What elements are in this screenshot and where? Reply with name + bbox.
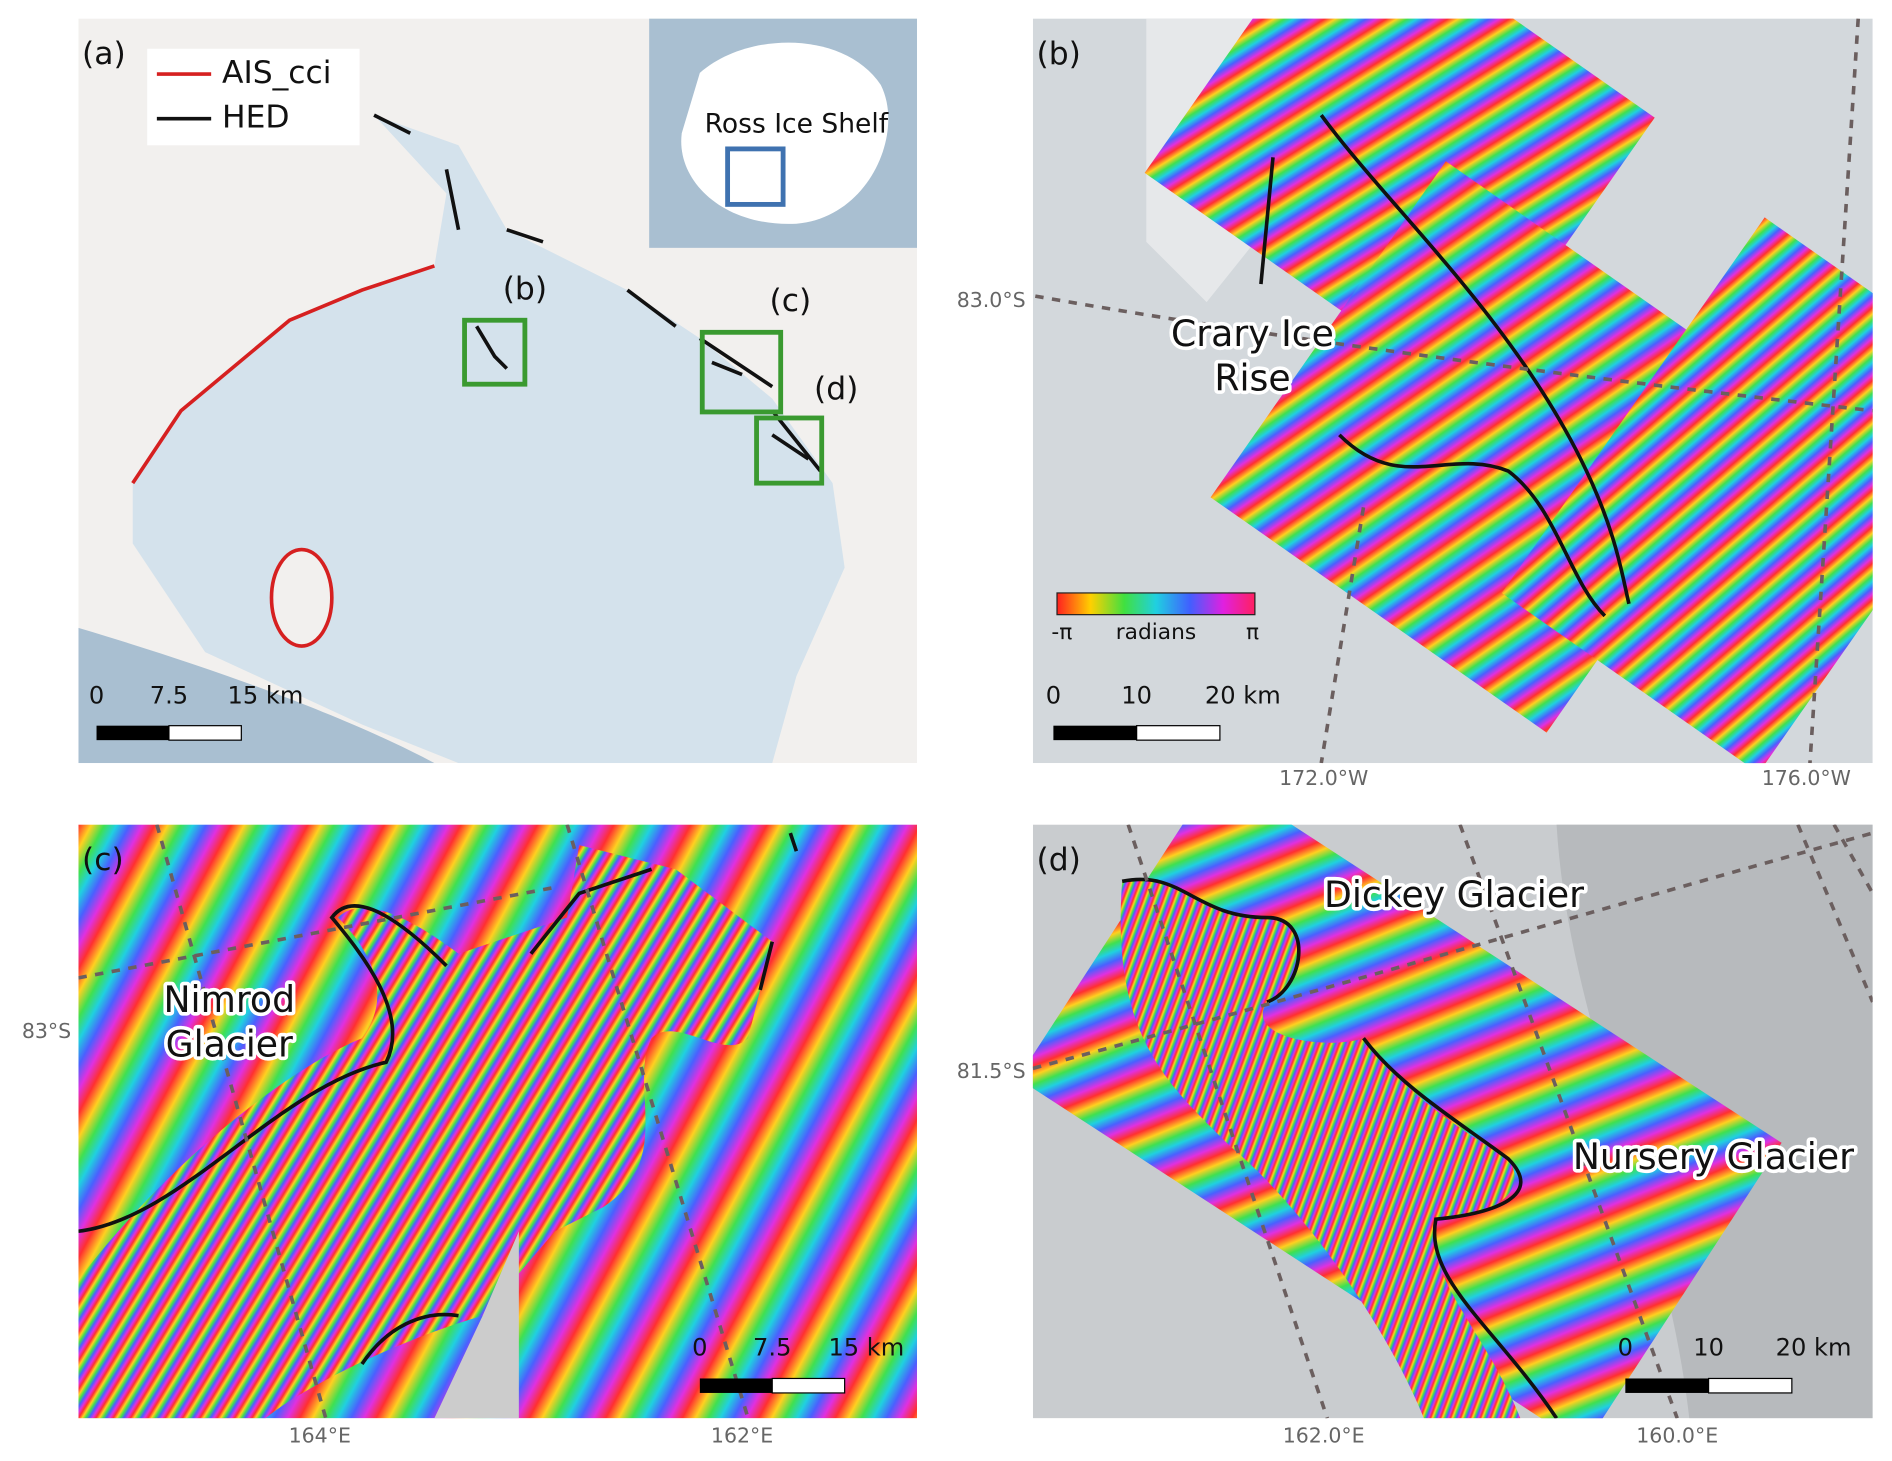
panel-c: (c) Nimrod Glacier 0 7.5 15 km bbox=[78, 824, 918, 1419]
ice-rise bbox=[269, 547, 334, 648]
grounding-line bbox=[1319, 114, 1631, 605]
colorbar-label: radians bbox=[1116, 620, 1196, 645]
scale-label: 0 bbox=[1618, 1333, 1633, 1361]
place-label: Nursery Glacier bbox=[1573, 1135, 1854, 1178]
extent-box bbox=[754, 415, 825, 486]
graticule bbox=[1808, 18, 1861, 764]
scale-bar bbox=[699, 1378, 773, 1393]
place-label: Glacier bbox=[166, 1023, 293, 1066]
scale-bar bbox=[96, 725, 169, 741]
scale-label: 20 km bbox=[1776, 1333, 1852, 1361]
ais-cci-line bbox=[131, 264, 435, 485]
scale-label: 15 km bbox=[228, 682, 304, 710]
lon-label: 162°E bbox=[711, 1423, 773, 1447]
grounding-line bbox=[1259, 157, 1275, 285]
lon-label: 162.0°E bbox=[1283, 1423, 1365, 1447]
place-label: Rise bbox=[1214, 357, 1290, 400]
background-image bbox=[434, 1231, 519, 1419]
scale-bar bbox=[1707, 1377, 1793, 1394]
place-label: Dickey Glacier bbox=[1324, 873, 1584, 916]
place-label: Crary Ice bbox=[1171, 312, 1334, 355]
scale-bar bbox=[771, 1377, 846, 1394]
grounding-line bbox=[360, 1312, 459, 1365]
legend-label: AIS_cci bbox=[222, 55, 331, 91]
interferogram-fine bbox=[78, 845, 773, 1419]
legend bbox=[147, 48, 360, 146]
panel-label: (c) bbox=[82, 842, 124, 878]
antarctica bbox=[681, 42, 889, 224]
panel-label: (b) bbox=[1036, 36, 1080, 72]
graticule bbox=[1034, 294, 1873, 413]
scale-label: 0 bbox=[1046, 682, 1061, 710]
lat-label: 81.5°S bbox=[957, 1059, 1026, 1083]
hed-line bbox=[373, 113, 822, 473]
scale-label: 0 bbox=[692, 1333, 707, 1361]
colorbar bbox=[1056, 592, 1256, 616]
grounding-line bbox=[529, 832, 799, 991]
box-label: (d) bbox=[814, 371, 858, 407]
scale-label: 20 km bbox=[1205, 682, 1281, 710]
lon-label: 164°E bbox=[289, 1423, 351, 1447]
scale-label: 7.5 bbox=[753, 1333, 791, 1361]
graticule bbox=[78, 824, 750, 1419]
panel-d: (d) Dickey Glacier Nursery Glacier 0 10 … bbox=[1032, 824, 1873, 1419]
scale-label: 7.5 bbox=[150, 682, 188, 710]
lon-label: 172.0°W bbox=[1279, 766, 1368, 790]
inset-label: Ross Ice Shelf bbox=[705, 108, 889, 139]
place-label: Nimrod bbox=[163, 978, 295, 1021]
scale-bar bbox=[1136, 725, 1221, 741]
scale-label: 10 bbox=[1693, 1333, 1724, 1361]
box-label: (c) bbox=[769, 283, 811, 319]
colorbar-label: π bbox=[1246, 620, 1259, 645]
inset-box bbox=[725, 146, 786, 207]
scale-label: 10 bbox=[1121, 682, 1152, 710]
lon-label: 160.0°E bbox=[1636, 1423, 1718, 1447]
colorbar-label: -π bbox=[1051, 620, 1072, 645]
scale-bar bbox=[1053, 725, 1137, 741]
panel-b: (b) Crary Ice Rise -π radians π 0 10 20 … bbox=[1032, 18, 1873, 764]
scale-bar bbox=[168, 725, 242, 741]
panel-a: Ross Ice Shelf AIS_cci HED (b) (c) (d) (… bbox=[78, 18, 918, 764]
panel-label: (a) bbox=[82, 36, 126, 72]
scale-bar bbox=[1625, 1378, 1709, 1393]
grounding-line bbox=[78, 904, 448, 1234]
box-label: (b) bbox=[503, 271, 547, 307]
extent-box bbox=[699, 329, 784, 415]
interferogram-fine bbox=[1120, 879, 1521, 1419]
lat-label: 83°S bbox=[22, 1019, 71, 1043]
lat-label: 83.0°S bbox=[957, 288, 1026, 312]
grounding-line bbox=[1121, 877, 1559, 1419]
scale-label: 15 km bbox=[828, 1333, 904, 1361]
extent-box bbox=[462, 317, 528, 387]
hed-line bbox=[475, 325, 810, 461]
scale-label: 0 bbox=[89, 682, 104, 710]
legend-label: HED bbox=[222, 100, 290, 136]
grounding-line bbox=[1338, 433, 1607, 618]
interferogram bbox=[1144, 18, 1873, 764]
panel-label: (d) bbox=[1036, 842, 1080, 878]
lon-label: 176.0°W bbox=[1762, 766, 1851, 790]
